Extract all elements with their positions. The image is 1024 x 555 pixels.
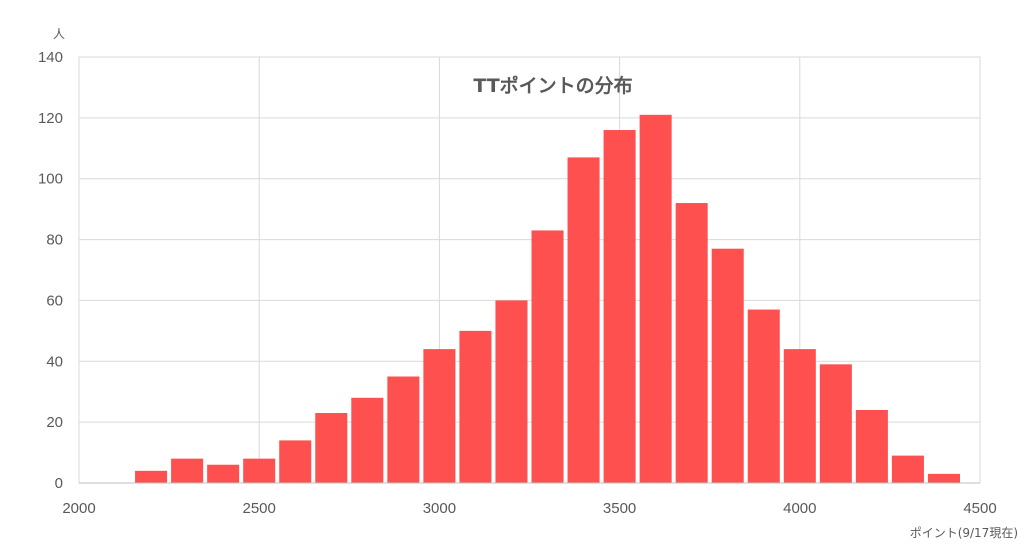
- histogram-bar: [819, 364, 852, 483]
- histogram-bar: [711, 248, 744, 483]
- y-tick-label: 20: [46, 414, 63, 431]
- histogram-bar: [459, 330, 492, 483]
- y-tick-label: 40: [46, 353, 63, 370]
- histogram-bar: [567, 157, 600, 483]
- histogram-bar: [207, 464, 240, 483]
- histogram-bar: [387, 376, 420, 483]
- x-tick-label: 3500: [603, 500, 636, 517]
- histogram-bar: [423, 349, 456, 483]
- histogram-bar: [891, 455, 924, 483]
- axes: 0 20 40 60 80 100 120 140 2000 2500 3000 3500 4000 45…: [38, 49, 997, 517]
- histogram-bar: [531, 230, 564, 483]
- x-tick-label: 3000: [423, 500, 456, 517]
- x-tick-label: 4500: [963, 500, 996, 517]
- x-axis-label: ポイント(9/17現在): [910, 526, 1018, 540]
- x-tick-label: 2000: [62, 500, 95, 517]
- y-tick-label: 140: [38, 49, 63, 66]
- x-tick-label: 4000: [783, 500, 816, 517]
- histogram-bar: [855, 409, 888, 483]
- bars: [135, 114, 960, 484]
- histogram-bar: [747, 309, 780, 483]
- histogram-bar: [243, 458, 276, 483]
- histogram-bar: [171, 458, 204, 483]
- histogram-bar: [135, 470, 168, 483]
- y-tick-label: 80: [46, 232, 63, 249]
- histogram-bar: [495, 300, 528, 483]
- histogram-bar: [279, 440, 312, 483]
- y-tick-label: 0: [55, 475, 63, 492]
- histogram-bar: [927, 473, 960, 483]
- histogram-bar: [675, 203, 708, 484]
- x-tick-label: 2500: [243, 500, 276, 517]
- chart-title: TTポイントの分布: [473, 74, 632, 97]
- histogram-bar: [639, 114, 672, 484]
- histogram-bar: [315, 413, 348, 483]
- y-tick-label: 60: [46, 292, 63, 309]
- histogram-bar: [783, 349, 816, 483]
- histogram-bar: [603, 130, 636, 483]
- y-tick-label: 120: [38, 110, 63, 127]
- histogram-bar: [351, 397, 384, 483]
- y-axis-label: 人: [53, 27, 65, 41]
- y-tick-label: 100: [38, 171, 63, 188]
